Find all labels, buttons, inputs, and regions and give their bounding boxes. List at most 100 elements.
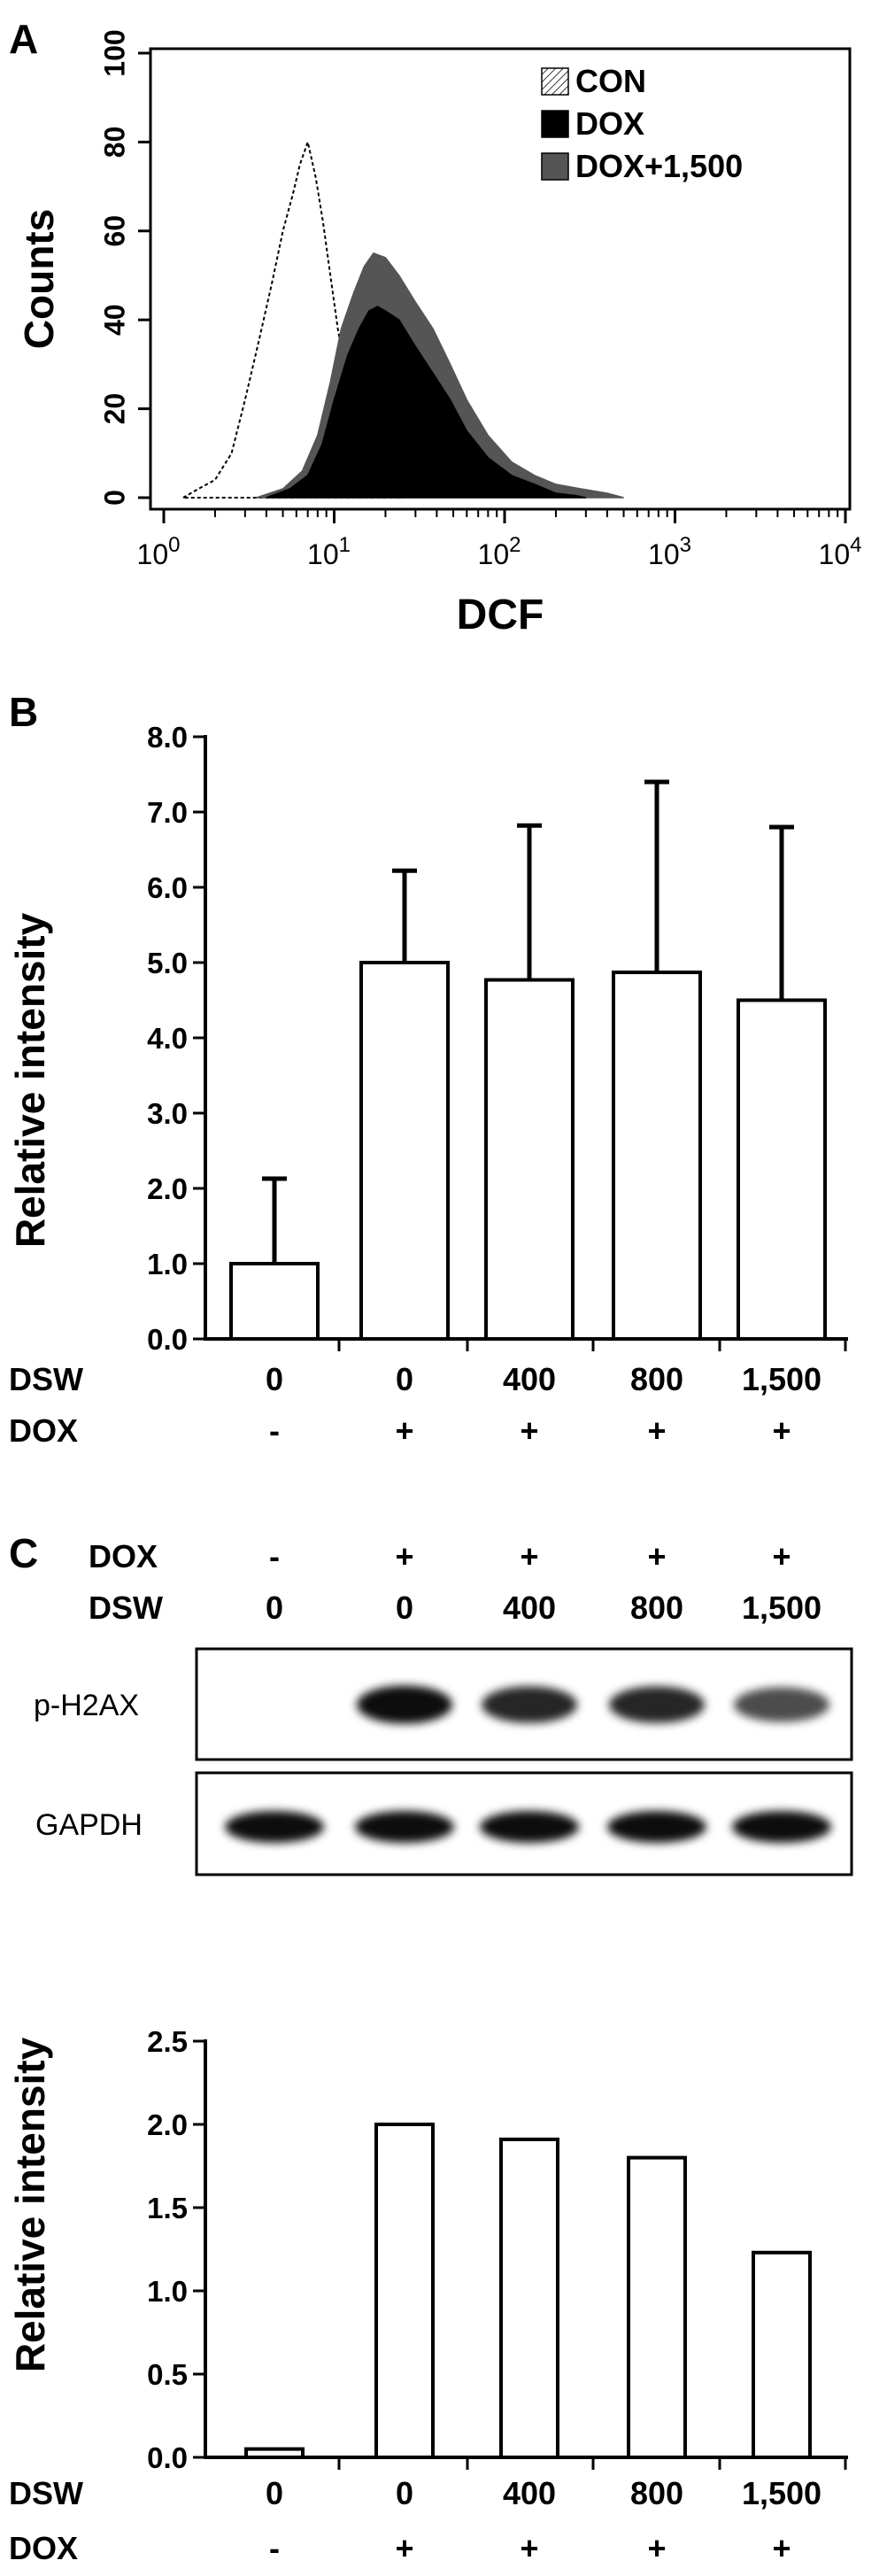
- blot-lane-dox-1: +: [395, 1538, 413, 1574]
- panel-b-bar-chart: 0.0 1.0 2.0 3.0 4.0 5.0 6.0 7.0 8.0 0 - 0 +400 +800 +1…: [147, 721, 848, 1449]
- band-gapdh-0: [225, 1811, 324, 1843]
- blot-lane-dsw-0: 0: [266, 1590, 283, 1626]
- x-category-dsw-2: 400: [503, 2475, 556, 2511]
- bar-4: [737, 998, 827, 1341]
- x-category-dox-3: +: [647, 1412, 666, 1449]
- blot-row-label-h2ax: p-H2AX: [34, 1689, 139, 1722]
- band-gapdh-4: [732, 1811, 831, 1843]
- bar-3: [627, 2155, 687, 2460]
- x-category-dox-1: +: [395, 2530, 413, 2566]
- y-tick-label: 2.0: [147, 1172, 188, 1205]
- panel-c-row-label-dsw: DSW: [9, 2475, 83, 2511]
- y-tick-label: 40: [98, 304, 130, 336]
- y-tick-label: 0.5: [147, 2358, 188, 2391]
- bar-3: [612, 971, 702, 1342]
- x-category-dox-2: +: [520, 1412, 538, 1449]
- x-category-dox-4: +: [772, 2530, 791, 2566]
- blot-lane-labels: - 0 +0 +400 +800 +1,500: [266, 1538, 821, 1626]
- panel-c: C DOX DSW - 0 +0 +400 +800 +1,500 p-H2AX GAPD…: [7, 1530, 853, 2566]
- panel-c-y-label: Relative intensity: [7, 2037, 53, 2372]
- bar-0: [244, 2447, 305, 2460]
- panel-c-row-label-dox: DOX: [9, 2530, 78, 2566]
- panel-a-frame: [149, 47, 852, 511]
- panel-c-letter: C: [9, 1530, 38, 1576]
- y-tick-label: 1.0: [147, 1248, 188, 1280]
- histogram-plot: [180, 138, 624, 499]
- panel-a-letter: A: [9, 16, 38, 62]
- y-tick-label: 2.5: [147, 2025, 188, 2058]
- y-tick-label: 6.0: [147, 871, 188, 904]
- panel-b-row-label-dsw: DSW: [9, 1361, 83, 1397]
- y-tick-label: 1.0: [147, 2275, 188, 2308]
- panel-a-legend: CON DOX DOX+1,500: [541, 63, 743, 184]
- x-category-dox-1: +: [395, 1412, 413, 1449]
- x-tick-label: 104: [819, 533, 862, 570]
- x-category-dsw-3: 800: [630, 1361, 683, 1397]
- panel-c-bar-chart: 0.0 0.5 1.0 1.5 2.0 2.5 0 - 0 +400 +800 +1,500 +: [147, 2025, 848, 2566]
- blot-lane-dox-2: +: [520, 1538, 538, 1574]
- x-category-dox-2: +: [520, 2530, 538, 2566]
- band-h2ax-3: [609, 1686, 705, 1723]
- band-h2ax-1: [357, 1685, 452, 1724]
- blot-lane-dsw-3: 800: [630, 1590, 683, 1626]
- panel-b-letter: B: [9, 689, 38, 735]
- x-category-dsw-1: 0: [396, 1361, 413, 1397]
- y-tick-label: 20: [98, 393, 130, 425]
- y-tick-label: 0: [98, 490, 130, 506]
- y-tick-label: 8.0: [147, 721, 188, 754]
- panel-a-y-axis: 0 20 40 60 80 100: [98, 29, 150, 506]
- band-h2ax-2: [482, 1686, 577, 1723]
- blot-header-dox: DOX: [89, 1538, 158, 1574]
- panel-b-y-label: Relative intensity: [7, 912, 53, 1248]
- panel-b: B Relative intensity 0.0 1.0 2.0 3.0 4.0 5.0 6…: [7, 689, 848, 1449]
- panel-b-row-label-dox: DOX: [9, 1412, 78, 1449]
- blot-header-dsw: DSW: [89, 1590, 163, 1626]
- y-tick-label: 0.0: [147, 2441, 188, 2474]
- bar-2: [499, 2137, 559, 2459]
- y-tick-label: 60: [98, 215, 130, 247]
- band-gapdh-3: [607, 1811, 706, 1843]
- x-category-dsw-2: 400: [503, 1361, 556, 1397]
- y-tick-label: 80: [98, 127, 130, 159]
- x-tick-label: 103: [648, 533, 691, 570]
- blot-bands: [225, 1685, 831, 1843]
- legend-swatch-0: [541, 67, 569, 96]
- band-gapdh-2: [480, 1811, 579, 1843]
- y-tick-label: 3.0: [147, 1097, 188, 1130]
- bar-1: [359, 961, 450, 1341]
- legend-label-1: DOX: [575, 105, 644, 142]
- blot-lane-dox-3: +: [647, 1538, 666, 1574]
- blot-lane-dsw-1: 0: [396, 1590, 413, 1626]
- legend-swatch-2: [541, 152, 569, 181]
- band-h2ax-4: [734, 1687, 829, 1722]
- x-category-dsw-3: 800: [630, 2475, 683, 2511]
- x-category-dsw-4: 1,500: [742, 2475, 821, 2511]
- blot-lane-dox-0: -: [269, 1538, 280, 1574]
- band-gapdh-1: [355, 1811, 454, 1843]
- blot-lane-dox-4: +: [772, 1538, 791, 1574]
- blot-lane-dsw-4: 1,500: [742, 1590, 821, 1626]
- y-tick-label: 0.0: [147, 1323, 188, 1356]
- y-tick-label: 5.0: [147, 947, 188, 979]
- legend-label-0: CON: [575, 63, 646, 99]
- bar-4: [752, 2250, 812, 2460]
- x-category-dsw-1: 0: [396, 2475, 413, 2511]
- panel-a-x-axis: 100 101 102 103 104: [137, 509, 862, 570]
- x-category-dsw-4: 1,500: [742, 1361, 821, 1397]
- x-category-dox-4: +: [772, 1412, 791, 1449]
- y-tick-label: 2.0: [147, 2108, 188, 2141]
- panel-a-y-label: Counts: [16, 209, 62, 349]
- blot-row-label-gapdh: GAPDH: [35, 1808, 143, 1842]
- y-tick-label: 100: [98, 29, 130, 76]
- blot-lane-dsw-2: 400: [503, 1590, 556, 1626]
- bar-1: [374, 2123, 435, 2459]
- histogram-series-dox: [266, 306, 586, 499]
- x-tick-label: 100: [137, 533, 181, 570]
- x-category-dsw-0: 0: [266, 1361, 283, 1397]
- legend-swatch-1: [541, 110, 569, 138]
- x-category-dsw-0: 0: [266, 2475, 283, 2511]
- bar-2: [484, 978, 575, 1342]
- bar-0: [229, 1262, 320, 1341]
- x-tick-label: 102: [478, 533, 521, 570]
